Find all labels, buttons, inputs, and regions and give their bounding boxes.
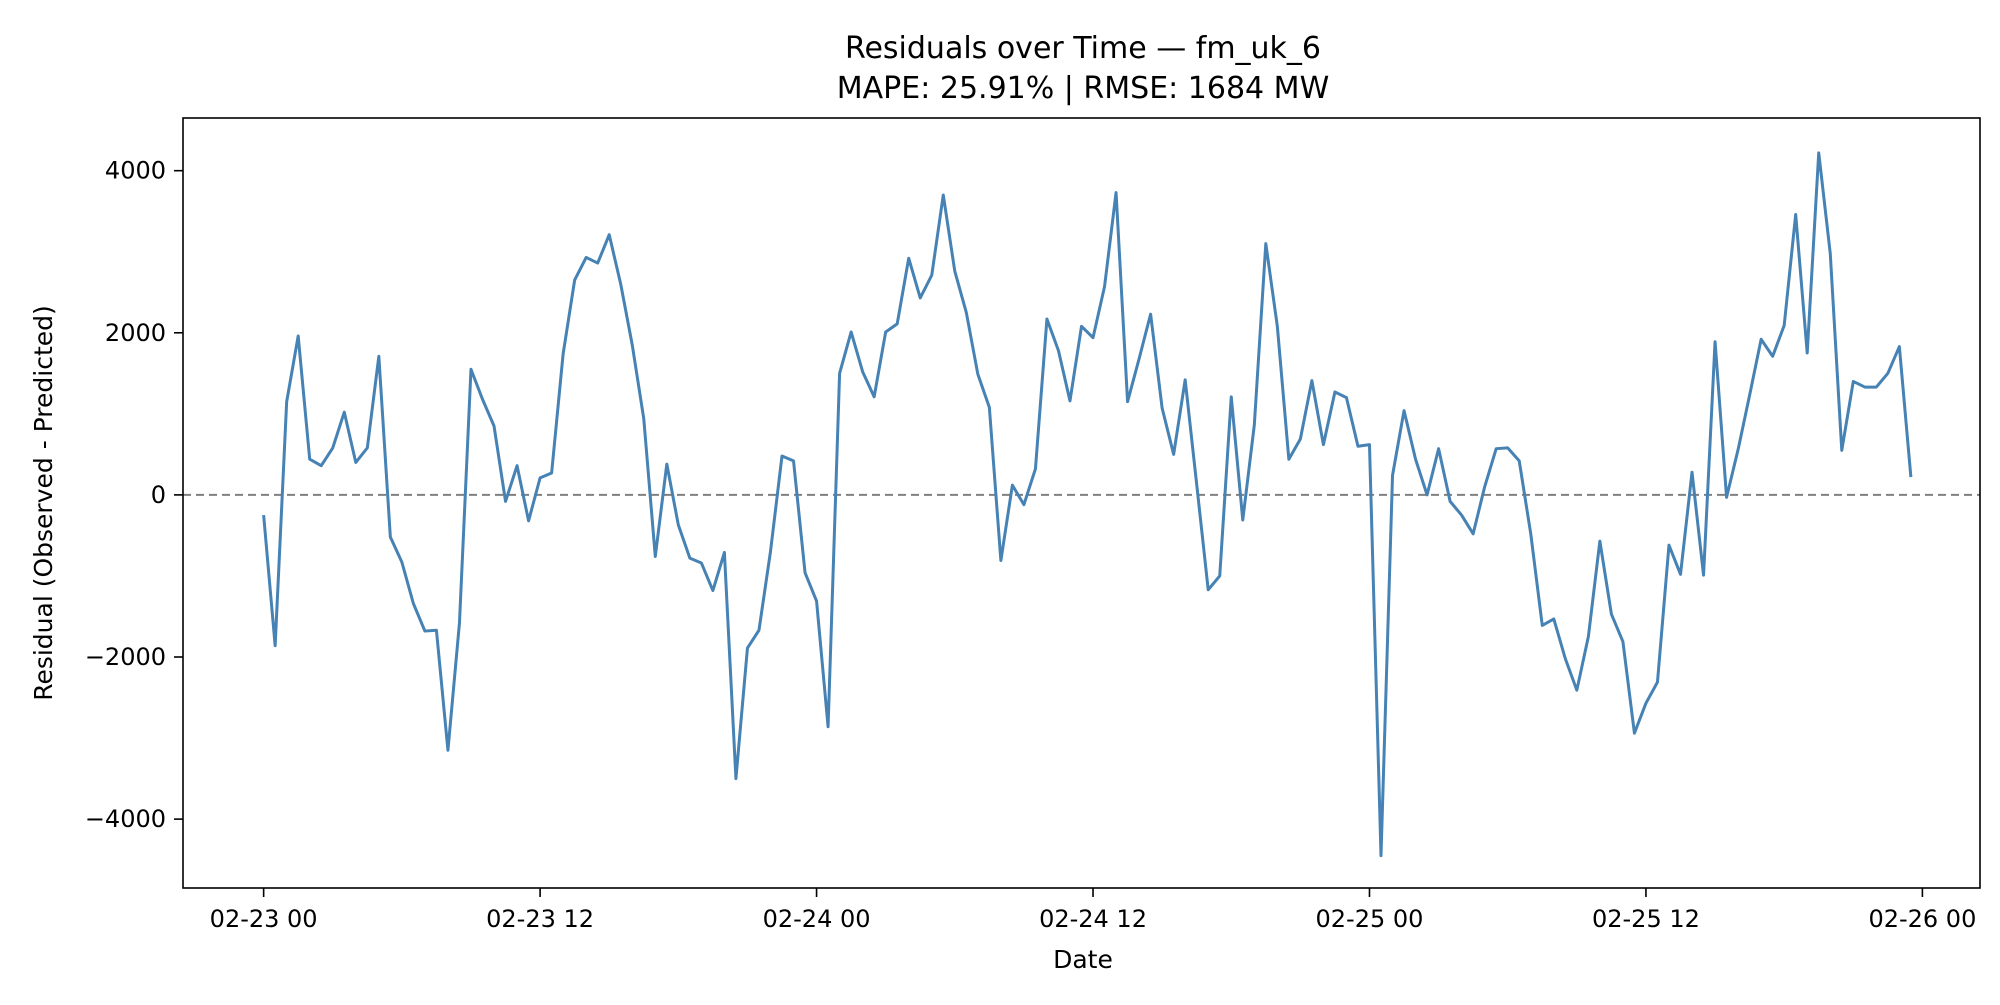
y-tick-label: −4000 — [85, 805, 166, 833]
x-tick-label: 02-23 12 — [486, 905, 594, 933]
x-tick-label: 02-23 00 — [210, 905, 318, 933]
x-tick-label: 02-25 00 — [1316, 905, 1424, 933]
residual-series-line — [262, 151, 1913, 858]
x-axis-label: Date — [1053, 945, 1113, 974]
x-tick-label: 02-25 12 — [1592, 905, 1700, 933]
y-tick-label: 0 — [151, 481, 166, 509]
x-tick-label: 02-24 00 — [763, 905, 871, 933]
chart-title: Residuals over Time — fm_uk_6 — [845, 31, 1321, 66]
plot-area-frame — [182, 117, 1981, 889]
y-tick-label: 4000 — [105, 157, 166, 185]
x-axis-ticks: 02-23 00 02-23 12 02-24 00 02-24 12 02-25 00… — [210, 888, 1976, 933]
chart-subtitle: MAPE: 25.91% | RMSE: 1684 MW — [837, 71, 1329, 106]
y-axis-label: Residual (Observed - Predicted) — [29, 305, 58, 701]
y-axis-ticks: 4000 2000 0 −2000 −4000 — [85, 157, 183, 833]
y-tick-label: 2000 — [105, 319, 166, 347]
x-tick-label: 02-26 00 — [1868, 905, 1976, 933]
x-tick-label: 02-24 12 — [1039, 905, 1147, 933]
y-tick-label: −2000 — [85, 643, 166, 671]
